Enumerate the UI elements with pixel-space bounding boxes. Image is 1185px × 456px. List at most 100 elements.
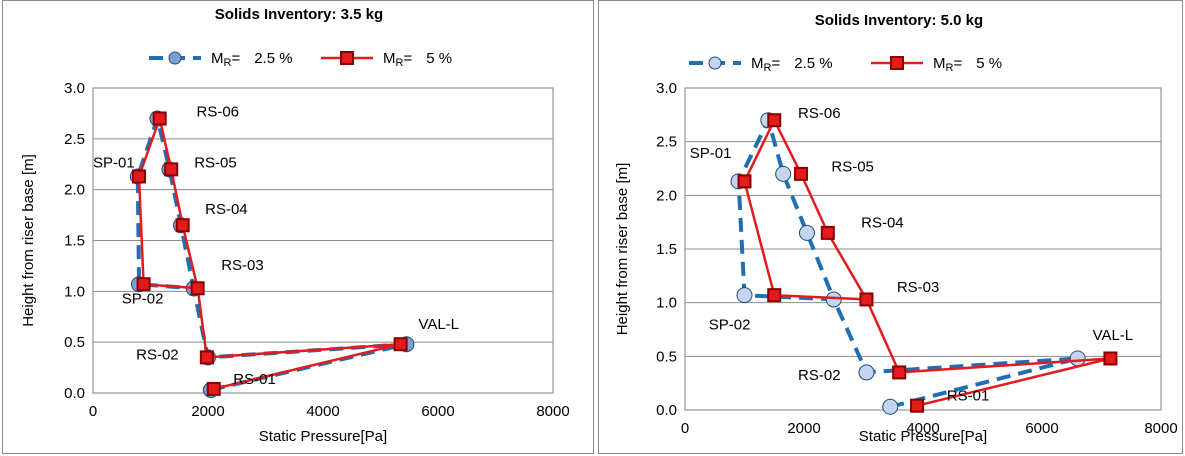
y-tick-label: 3.0 bbox=[64, 80, 85, 97]
x-axis-label: Static Pressure[Pa] bbox=[259, 428, 387, 445]
legend-label-part: M bbox=[751, 55, 764, 72]
legend-label-part: 5 % bbox=[426, 50, 452, 67]
data-point-marker-circle bbox=[736, 287, 753, 304]
legend-label-part: = bbox=[953, 55, 962, 72]
legend-label-part: = bbox=[771, 55, 780, 72]
point-annotation: RS-05 bbox=[194, 154, 237, 171]
data-point-marker-square bbox=[767, 288, 782, 303]
legend-label-1: MR= 2.5 % bbox=[211, 50, 293, 69]
y-tick-label: 0.0 bbox=[656, 402, 677, 419]
data-point-marker-square bbox=[910, 398, 925, 413]
point-annotation: RS-02 bbox=[798, 367, 841, 384]
y-tick-label: 2.0 bbox=[64, 182, 85, 199]
data-point-marker-square bbox=[737, 174, 752, 189]
data-point-marker-circle bbox=[775, 165, 792, 182]
point-annotation: RS-04 bbox=[205, 201, 248, 218]
point-annotation: SP-02 bbox=[122, 291, 164, 308]
point-annotation: RS-05 bbox=[831, 159, 874, 176]
legend-marker-circle bbox=[168, 51, 182, 65]
legend-label-2: MR= 5 % bbox=[933, 55, 1002, 74]
legend-label-1: MR= 2.5 % bbox=[751, 55, 833, 74]
data-point-marker-square bbox=[199, 350, 214, 365]
y-tick-label: 1.5 bbox=[64, 233, 85, 250]
data-point-marker-circle bbox=[798, 224, 815, 241]
data-point-marker-square bbox=[767, 113, 782, 128]
y-tick-label: 2.5 bbox=[64, 131, 85, 148]
series-line-2 bbox=[743, 118, 1112, 407]
point-annotation: VAL-L bbox=[1093, 327, 1134, 344]
y-axis-label: Height from riser base [m] bbox=[614, 163, 631, 336]
legend-label-part: R bbox=[224, 57, 232, 69]
chart-right-svg: 0.0 0.5 1.0 1.5 2.0 2.5 3.0 0 2000 4000 6000 8000 So… bbox=[614, 12, 1178, 445]
data-point-marker-circle bbox=[858, 364, 875, 381]
legend-label-part: M bbox=[383, 50, 396, 67]
y-tick-label: 1.0 bbox=[64, 283, 85, 300]
legend-marker-square bbox=[890, 56, 904, 70]
legend-label-part: 2.5 % bbox=[794, 55, 832, 72]
point-annotation: RS-03 bbox=[897, 279, 940, 296]
legend-label-part: 5 % bbox=[976, 55, 1002, 72]
data-point-marker-square bbox=[190, 281, 205, 296]
x-tick-label: 0 bbox=[89, 403, 97, 420]
data-point-marker-square bbox=[175, 218, 190, 233]
legend-label-part: R bbox=[396, 57, 404, 69]
point-annotation: RS-01 bbox=[233, 371, 276, 388]
data-point-marker-square bbox=[1103, 351, 1118, 366]
legend-label-part: M bbox=[933, 55, 946, 72]
x-tick-label: 2000 bbox=[191, 403, 224, 420]
legend-label-part: R bbox=[946, 62, 954, 74]
chart-left-svg: 0.0 0.5 1.0 1.5 2.0 2.5 3.0 0 2000 4000 6000 8000 So… bbox=[20, 6, 570, 445]
chart-panel-left: 0.0 0.5 1.0 1.5 2.0 2.5 3.0 0 2000 4000 6000 8000 So… bbox=[2, 0, 594, 454]
chart-title: Solids Inventory: 3.5 kg bbox=[215, 6, 383, 23]
legend-label-part: R bbox=[764, 62, 772, 74]
x-tick-label: 8000 bbox=[1144, 420, 1177, 437]
data-point-marker-circle bbox=[1069, 350, 1086, 367]
legend-marker-square bbox=[340, 51, 354, 65]
legend-label-part: 2.5 % bbox=[254, 50, 292, 67]
data-point-marker-square bbox=[794, 166, 809, 181]
x-tick-label: 0 bbox=[681, 420, 689, 437]
x-axis-label: Static Pressure[Pa] bbox=[859, 428, 987, 445]
series-line-1 bbox=[736, 118, 1080, 409]
legend-label-2: MR= 5 % bbox=[383, 50, 452, 69]
y-tick-label: 2.0 bbox=[656, 187, 677, 204]
data-point-marker-circle bbox=[882, 398, 899, 415]
chart-title: Solids Inventory: 5.0 kg bbox=[815, 12, 983, 29]
data-point-marker-square bbox=[820, 225, 835, 240]
point-annotation: SP-01 bbox=[93, 154, 135, 171]
x-tick-label: 2000 bbox=[787, 420, 820, 437]
data-point-marker-square bbox=[859, 292, 874, 307]
y-tick-label: 1.0 bbox=[656, 295, 677, 312]
series-line-1 bbox=[135, 116, 409, 392]
data-point-marker-square bbox=[393, 337, 408, 352]
y-tick-label: 0.5 bbox=[64, 334, 85, 351]
chart-panel-right: 0.0 0.5 1.0 1.5 2.0 2.5 3.0 0 2000 4000 6000 8000 So… bbox=[598, 0, 1183, 454]
y-tick-label: 3.0 bbox=[656, 80, 677, 97]
x-tick-label: 8000 bbox=[536, 403, 569, 420]
data-point-marker-square bbox=[136, 277, 151, 292]
legend-label-part: = bbox=[403, 50, 412, 67]
data-point-marker-circle bbox=[825, 291, 842, 308]
y-tick-label: 0.0 bbox=[64, 385, 85, 402]
point-annotation: RS-04 bbox=[861, 215, 904, 232]
point-annotation: RS-01 bbox=[947, 387, 990, 404]
data-point-marker-square bbox=[152, 111, 167, 126]
point-annotation: RS-03 bbox=[221, 257, 264, 274]
point-annotation: SP-01 bbox=[690, 145, 732, 162]
point-annotation: RS-06 bbox=[798, 105, 841, 122]
data-point-marker-square bbox=[206, 381, 221, 396]
y-tick-label: 2.5 bbox=[656, 134, 677, 151]
data-point-marker-square bbox=[892, 365, 907, 380]
x-tick-label: 6000 bbox=[1025, 420, 1058, 437]
y-tick-label: 0.5 bbox=[656, 348, 677, 365]
point-annotation: VAL-L bbox=[418, 316, 459, 333]
legend-marker-circle bbox=[708, 56, 722, 70]
x-tick-label: 4000 bbox=[306, 403, 339, 420]
y-tick-label: 1.5 bbox=[656, 241, 677, 258]
x-tick-label: 6000 bbox=[421, 403, 454, 420]
point-annotation: RS-06 bbox=[197, 103, 240, 120]
x-tick-label: 4000 bbox=[906, 420, 939, 437]
y-axis-label: Height from riser base [m] bbox=[20, 154, 37, 327]
point-annotation: SP-02 bbox=[709, 317, 751, 334]
data-point-marker-square bbox=[132, 169, 146, 184]
